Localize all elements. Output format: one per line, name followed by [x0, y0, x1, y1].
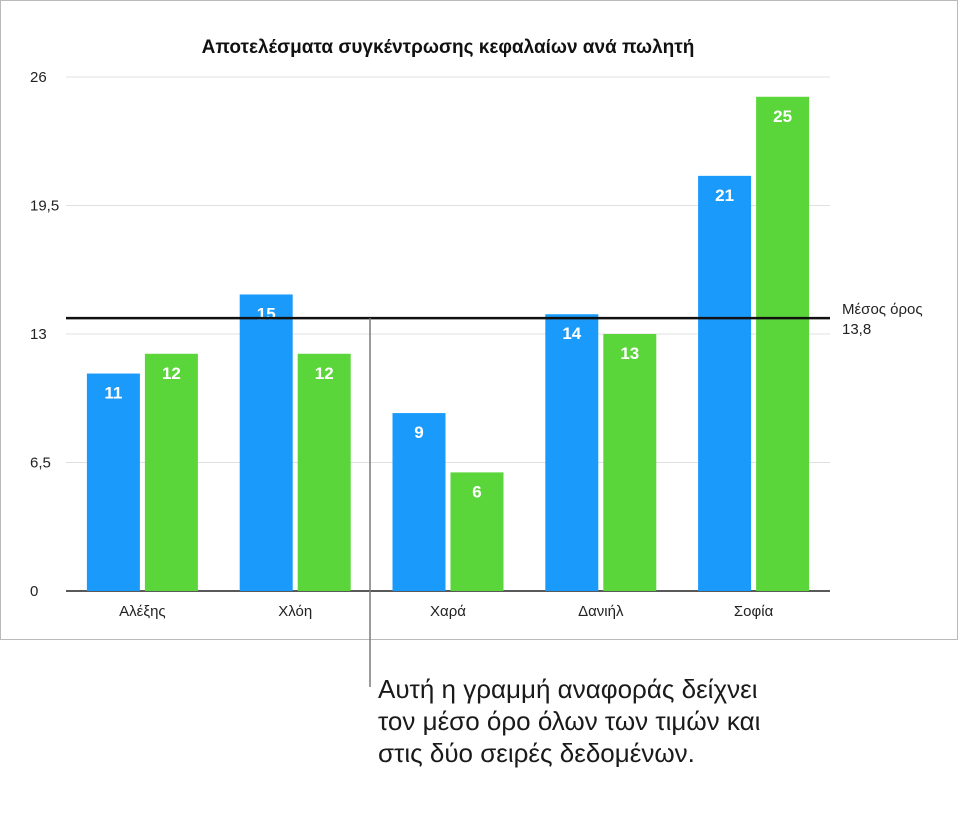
y-tick-label: 13	[30, 326, 47, 343]
callout-text: Αυτή η γραμμή αναφοράς δείχνει τον μέσο …	[378, 674, 761, 768]
x-tick-label: Χλόη	[278, 603, 312, 620]
bar	[86, 373, 140, 591]
bar-value-label: 6	[472, 482, 481, 501]
bar	[392, 413, 446, 591]
y-axis-ticks: 0 6,5 13 19,5 26	[30, 69, 59, 600]
chart-title: Αποτελέσματα συγκέντρωσης κεφαλαίων ανά …	[202, 37, 695, 58]
bar	[698, 175, 752, 591]
bar-value-label: 12	[162, 364, 181, 383]
y-tick-label: 6,5	[30, 455, 51, 472]
y-tick-label: 19,5	[30, 198, 59, 215]
x-tick-label: Δανιήλ	[578, 603, 624, 620]
x-axis-labels: Αλέξης Χλόη Χαρά Δανιήλ Σοφία	[119, 603, 773, 620]
bar-value-label: 13	[620, 344, 639, 363]
bar-value-label: 11	[104, 384, 122, 403]
bar	[450, 472, 504, 591]
bar	[603, 334, 657, 591]
bar-value-label: 14	[562, 324, 581, 343]
bar	[297, 353, 351, 591]
x-tick-label: Χαρά	[430, 603, 466, 620]
bar	[144, 353, 198, 591]
bar	[756, 96, 810, 592]
bar	[545, 314, 599, 591]
bars: 11 12 15 12 9 6 14 13 21 25	[86, 96, 810, 592]
x-tick-label: Σοφία	[734, 603, 774, 620]
bar-value-label: 9	[414, 423, 423, 442]
chart-frame	[0, 0, 958, 640]
y-tick-label: 26	[30, 69, 47, 86]
x-tick-label: Αλέξης	[119, 603, 165, 620]
reference-line-group: Μέσος όρος 13,8	[66, 301, 923, 338]
bar-value-label: 15	[257, 304, 276, 323]
reference-line-label: Μέσος όρος	[842, 301, 923, 318]
bar-value-label: 12	[315, 364, 334, 383]
reference-line-value: 13,8	[842, 321, 871, 338]
bar-value-label: 25	[773, 107, 792, 126]
bar-value-label: 21	[715, 186, 734, 205]
bar	[239, 294, 293, 591]
y-tick-label: 0	[30, 583, 38, 600]
